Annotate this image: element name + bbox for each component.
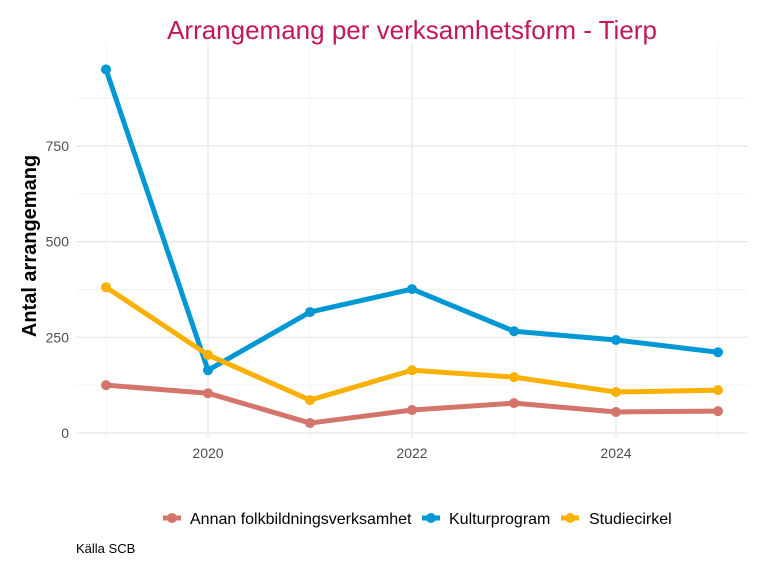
legend-key-point	[167, 513, 177, 523]
data-point	[101, 380, 111, 391]
y-tick-label: 0	[61, 425, 69, 441]
data-point	[407, 365, 417, 376]
legend-label: Studiecirkel	[589, 511, 672, 528]
legend: Annan folkbildningsverksamhet Kulturprogr…	[163, 511, 672, 528]
y-tick-label: 750	[46, 138, 70, 154]
data-point	[509, 326, 519, 337]
y-tick-label: 250	[46, 329, 70, 345]
data-point	[101, 282, 111, 293]
data-point	[713, 385, 723, 396]
y-axis-label: Antal arrangemang	[19, 155, 41, 337]
data-point	[305, 418, 315, 429]
caption: Källa SCB	[76, 541, 135, 556]
data-point	[305, 307, 315, 318]
data-point	[203, 388, 213, 399]
data-point	[407, 405, 417, 416]
legend-label: Annan folkbildningsverksamhet	[190, 511, 412, 528]
data-point	[611, 387, 621, 398]
x-tick-label: 2020	[192, 445, 223, 461]
legend-label: Kulturprogram	[449, 511, 550, 528]
x-tick-label: 2024	[600, 445, 631, 461]
data-point	[203, 365, 213, 376]
chart-title: Arrangemang per verksamhetsform - Tierp	[167, 15, 657, 45]
data-point	[305, 395, 315, 406]
data-point	[713, 347, 723, 358]
data-point	[611, 335, 621, 346]
data-point	[407, 284, 417, 295]
grid	[76, 42, 748, 438]
data-point	[101, 64, 111, 75]
data-point	[509, 372, 519, 383]
data-point	[203, 349, 213, 360]
y-tick-label: 500	[46, 234, 70, 250]
data-point	[713, 406, 723, 417]
x-tick-label: 2022	[396, 445, 427, 461]
legend-key-point	[565, 513, 575, 523]
legend-key-point	[426, 513, 436, 523]
tick-labels: 2020 2022 2024 0 250 500 750	[46, 138, 632, 461]
data-point	[509, 398, 519, 409]
series-group	[101, 64, 723, 429]
data-point	[611, 406, 621, 417]
